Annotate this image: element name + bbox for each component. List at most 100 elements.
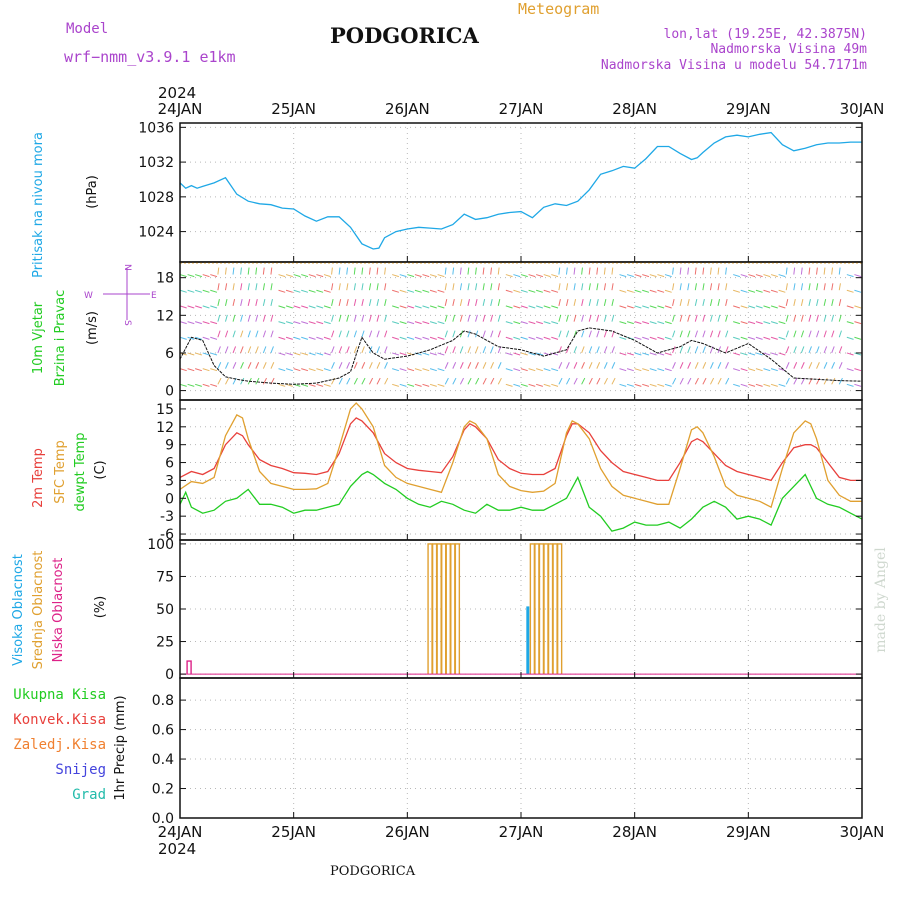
wind-arrow bbox=[195, 336, 202, 340]
wind-arrow bbox=[725, 298, 728, 307]
wind-arrow bbox=[657, 352, 665, 356]
wind-arrow bbox=[240, 283, 243, 291]
wind-arrow bbox=[217, 267, 220, 275]
wind-arrow bbox=[444, 377, 449, 385]
wind-arrow bbox=[262, 283, 266, 291]
ytick-label: -3 bbox=[160, 509, 174, 525]
wind-arrow bbox=[452, 330, 456, 338]
wind-arrow bbox=[755, 383, 763, 387]
wind-arrow bbox=[770, 289, 778, 293]
wind-arrow bbox=[505, 274, 513, 278]
wind-arrow bbox=[429, 383, 437, 387]
wind-arrow bbox=[195, 289, 202, 293]
wind-arrow bbox=[702, 346, 706, 354]
wind-arrow bbox=[475, 377, 480, 385]
wind-arrow bbox=[816, 283, 819, 291]
wind-arrow bbox=[247, 346, 252, 354]
wind-arrow bbox=[217, 314, 221, 322]
wind-arrow bbox=[687, 377, 692, 385]
wind-arrow bbox=[657, 368, 665, 372]
bar-srednja-oblacnost bbox=[538, 543, 545, 675]
wind-arrow bbox=[376, 330, 380, 338]
wind-arrow bbox=[247, 298, 251, 307]
wind-arrow bbox=[664, 352, 672, 356]
top-date-label: 26JAN bbox=[385, 100, 430, 118]
wind-arrow bbox=[497, 377, 502, 385]
ytick-label: 50 bbox=[156, 602, 174, 618]
wind-arrow bbox=[459, 267, 462, 275]
wind-arrow bbox=[634, 305, 642, 309]
wind-arrow bbox=[778, 321, 786, 325]
wind-arrow bbox=[763, 274, 771, 278]
wind-arrow bbox=[407, 321, 415, 325]
wind-arrow bbox=[414, 274, 422, 278]
compass-n: N bbox=[122, 264, 132, 271]
wind-arrow bbox=[316, 368, 324, 372]
wind-arrow bbox=[437, 383, 445, 387]
wind-arrow bbox=[854, 383, 862, 387]
wind-arrow bbox=[588, 362, 593, 369]
wind-arrow bbox=[338, 314, 342, 322]
wind-arrow bbox=[785, 330, 789, 338]
wind-arrow bbox=[429, 321, 437, 325]
top-date-label: 24JAN bbox=[158, 100, 203, 118]
wind-arrow bbox=[793, 283, 796, 291]
wind-arrow bbox=[285, 305, 293, 309]
panel-wind: 0 6 12 18 bbox=[156, 261, 863, 401]
wind-arrow bbox=[733, 305, 741, 309]
wind-arrow bbox=[270, 298, 273, 307]
temp-ylabel-2: SFC Temp bbox=[53, 440, 68, 504]
wind-arrow bbox=[565, 267, 568, 275]
wind-arrow bbox=[399, 383, 407, 387]
wind-arrow bbox=[551, 305, 559, 309]
wind-arrow bbox=[490, 362, 495, 369]
ytick-label: 1032 bbox=[138, 155, 174, 171]
wind-arrow bbox=[513, 383, 521, 387]
wind-arrow bbox=[202, 352, 210, 356]
wind-arrow bbox=[596, 267, 599, 275]
wind-arrow bbox=[247, 267, 250, 275]
wind-arrow bbox=[823, 330, 827, 338]
wind-arrow bbox=[293, 352, 301, 356]
wind-arrow bbox=[255, 267, 258, 275]
wind-arrow bbox=[603, 314, 607, 322]
ytick-label: 75 bbox=[156, 569, 174, 585]
wind-arrow bbox=[785, 346, 790, 354]
wind-arrow bbox=[649, 274, 657, 278]
wind-arrow bbox=[619, 321, 627, 325]
wind-arrow bbox=[384, 267, 386, 275]
wind-arrow bbox=[709, 330, 714, 338]
wind-arrow bbox=[361, 283, 364, 291]
wind-arrow bbox=[831, 298, 834, 307]
wind-arrow bbox=[679, 346, 684, 354]
ytick-label: 0.6 bbox=[152, 723, 174, 739]
wind-arrow bbox=[513, 321, 521, 325]
wind-arrow bbox=[755, 289, 763, 293]
wind-arrow bbox=[195, 383, 202, 387]
wind-arrow bbox=[725, 267, 727, 275]
wind-arrow bbox=[566, 362, 570, 369]
wind-arrow bbox=[573, 314, 577, 322]
wind-arrow bbox=[202, 321, 210, 325]
wind-arrow bbox=[467, 330, 471, 338]
wind-arrow bbox=[361, 267, 364, 275]
wind-arrow bbox=[240, 314, 243, 322]
wind-arrow bbox=[634, 321, 642, 325]
wind-arrow bbox=[422, 289, 430, 293]
wind-arrow bbox=[331, 346, 335, 354]
wind-arrow bbox=[338, 283, 341, 291]
compass-s: S bbox=[122, 320, 132, 326]
wind-arrow bbox=[679, 377, 684, 385]
wind-arrow bbox=[262, 298, 266, 307]
wind-arrow bbox=[202, 305, 210, 309]
wind-arrow bbox=[528, 383, 536, 387]
wind-arrow bbox=[785, 267, 788, 275]
wind-arrow bbox=[459, 314, 463, 322]
wind-arrow bbox=[709, 314, 713, 322]
wind-arrow bbox=[490, 314, 494, 322]
wind-arrow bbox=[368, 362, 373, 369]
wind-arrow bbox=[626, 305, 634, 309]
wind-arrow bbox=[513, 274, 521, 278]
bottom-date-axis: 24JAN 25JAN 26JAN 27JAN 28JAN 29JAN 30JAN bbox=[158, 823, 885, 841]
